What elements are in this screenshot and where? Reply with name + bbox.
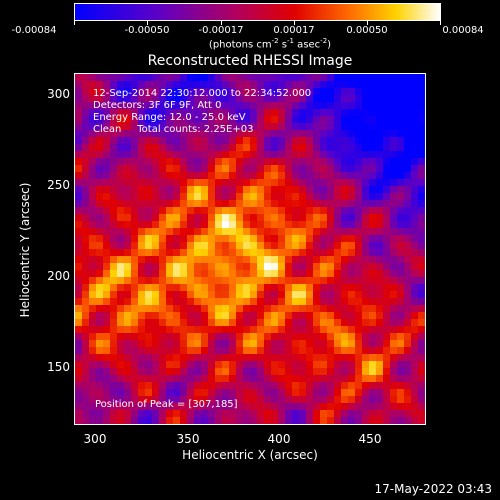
colorbar-tick-label: -0.00050: [124, 25, 170, 36]
colorbar-tick: [294, 21, 295, 25]
y-tick-label: 200: [47, 269, 70, 283]
colorbar-tick-label: 0.00084: [442, 25, 484, 36]
y-tick-label: 250: [47, 178, 70, 192]
colorbar-tick-label: 0.00050: [346, 25, 388, 36]
image-title: Reconstructed RHESSI Image: [147, 53, 353, 69]
y-tick-label: 150: [47, 360, 70, 374]
colorbar-tick-label: -0.00084: [11, 25, 57, 36]
x-tick-label: 350: [176, 432, 200, 446]
y-axis-label: Heliocentric Y (arcsec): [18, 182, 32, 318]
x-tick-label: 300: [83, 432, 107, 446]
x-tick-label: 450: [358, 432, 382, 446]
timestamp: 17-May-2022 03:43: [374, 482, 492, 496]
annotation-time: 12-Sep-2014 22:30:12.000 to 22:34:52.000: [93, 88, 312, 99]
colorbar-tick-label: -0.00017: [198, 25, 244, 36]
heatmap-canvas: [75, 74, 425, 424]
colorbar-tick: [440, 21, 441, 25]
colorbar-tick-label: 0.00017: [273, 25, 315, 36]
annotation-energy: Energy Range: 12.0 - 25.0 keV: [93, 112, 246, 123]
colorbar-tick: [74, 21, 75, 25]
x-axis-label: Heliocentric X (arcsec): [182, 448, 318, 462]
y-tick-label: 300: [47, 87, 70, 101]
rhessi-image: [74, 73, 426, 425]
annotation-method: Clean Total counts: 2.25E+03: [93, 124, 254, 135]
colorbar-tick: [367, 21, 368, 25]
annotation-peak: Position of Peak = [307,185]: [95, 399, 238, 410]
x-tick-label: 400: [267, 432, 291, 446]
colorbar-tick: [221, 21, 222, 25]
colorbar: [74, 3, 441, 21]
colorbar-units: (photons cm-2 s-1 asec-2): [208, 37, 332, 51]
annotation-detectors: Detectors: 3F 6F 9F, Att 0: [93, 100, 222, 111]
colorbar-tick: [147, 21, 148, 25]
